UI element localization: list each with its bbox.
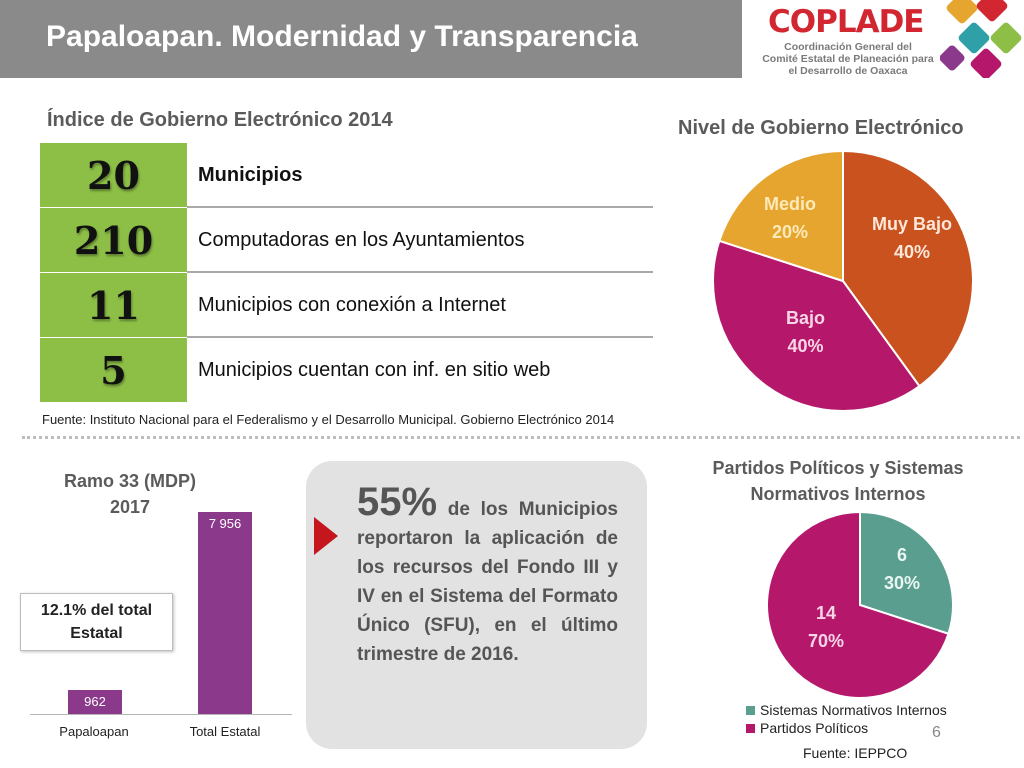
stat-computadoras-value: 210 <box>40 208 187 272</box>
pie-label-bajo-name: Bajo <box>786 308 826 328</box>
coplade-emblem-icon <box>940 0 1022 78</box>
logo-subtitle-line: Comité Estatal de Planeación para <box>762 53 934 65</box>
stat-sitioweb-value: 5 <box>40 338 187 402</box>
bar-axis-line <box>30 714 292 715</box>
pie-label-partidos-percent: 70% <box>807 631 845 651</box>
legend-label: Partidos Políticos <box>760 720 869 736</box>
partidos-title-line: Normativos Internos <box>750 484 926 504</box>
pie-label-partidos: 14 70% <box>796 599 856 655</box>
pie-label-medio-name: Medio <box>764 194 816 214</box>
pie-label-muy-bajo: Muy Bajo 40% <box>872 210 952 266</box>
stat-municipios-value: 20 <box>40 143 187 207</box>
bar-value-papaloapan: 962 <box>84 694 106 709</box>
pie-slice-bajo <box>712 239 921 412</box>
callout-body: de los Municipios reportaron la aplicaci… <box>357 499 618 665</box>
ramo33-share-note: 12.1% del total Estatal <box>20 593 173 651</box>
legend-item-sni: Sistemas Normativos Internos <box>746 702 947 718</box>
callout-box <box>306 461 647 749</box>
bar-papaloapan <box>68 690 122 714</box>
partidos-pie-chart <box>766 511 954 699</box>
ramo33-title: Ramo 33 (MDP) 2017 <box>30 468 230 520</box>
stat-internet-label: Municipios con conexión a Internet <box>198 293 506 316</box>
page-number: 6 <box>932 724 941 741</box>
partidos-source: Fuente: IEPPCO <box>803 745 908 761</box>
egov-source: Fuente: Instituto Nacional para el Feder… <box>42 412 615 427</box>
logo-subtitle: Coordinación General del Comité Estatal … <box>756 41 940 77</box>
stat-computadoras-label: Computadoras en los Ayuntamientos <box>198 228 525 251</box>
stat-sitioweb-label: Municipios cuentan con inf. en sitio web <box>198 358 551 381</box>
callout-arrow-icon <box>314 517 338 555</box>
section-divider <box>22 436 1020 439</box>
note-line: 12.1% del total <box>40 602 153 619</box>
row-divider <box>187 206 653 208</box>
pie-slice-partidos <box>766 511 950 699</box>
coplade-logo-text: COPLADE <box>768 4 924 40</box>
ramo33-title-line: Ramo 33 (MDP) <box>63 471 197 491</box>
partidos-title-line: Partidos Políticos y Sistemas <box>712 458 964 478</box>
pie-label-muy-bajo-value: 40% <box>893 242 931 262</box>
nivel-chart-title: Nivel de Gobierno Electrónico <box>678 117 964 139</box>
pie-label-sni: 6 30% <box>872 541 932 597</box>
callout-percent: 55% <box>357 480 438 524</box>
callout-text: 55% de los Municipios reportaron la apli… <box>357 482 618 669</box>
header-bar <box>0 0 742 78</box>
legend-swatch <box>746 723 755 733</box>
logo-subtitle-line: el Desarrollo de Oaxaca <box>788 65 908 77</box>
bar-category-total-estatal: Total Estatal <box>189 724 261 739</box>
pie-label-medio-value: 20% <box>771 222 809 242</box>
row-divider <box>187 271 653 273</box>
pie-label-bajo: Bajo 40% <box>786 304 825 360</box>
legend-item-partidos: Partidos Políticos <box>746 720 868 736</box>
partidos-title: Partidos Políticos y Sistemas Normativos… <box>678 455 998 507</box>
nivel-pie-chart <box>712 150 974 412</box>
bar-total-estatal <box>198 512 252 714</box>
stat-municipios-label: Municipios <box>198 163 303 186</box>
pie-slice-sni <box>859 511 954 635</box>
row-divider <box>187 336 653 338</box>
pie-label-sni-value: 6 <box>896 545 907 565</box>
logo-subtitle-line: Coordinación General del <box>784 41 912 53</box>
pie-label-medio: Medio 20% <box>764 190 816 246</box>
bar-category-papaloapan: Papaloapan <box>59 724 129 739</box>
ramo33-title-line: 2017 <box>109 497 151 517</box>
legend-swatch <box>746 705 755 715</box>
page-title: Papaloapan. Modernidad y Transparencia <box>46 20 638 53</box>
pie-label-sni-percent: 30% <box>883 573 921 593</box>
bar-value-total-estatal: 7 956 <box>208 516 242 531</box>
stat-internet-value: 11 <box>40 273 187 337</box>
pie-label-partidos-value: 14 <box>815 603 837 623</box>
egov-index-title: Índice de Gobierno Electrónico 2014 <box>47 109 393 131</box>
pie-label-muy-bajo-name: Muy Bajo <box>872 214 953 234</box>
pie-slice-medio <box>718 150 844 283</box>
pie-label-bajo-value: 40% <box>787 336 824 356</box>
note-line: Estatal <box>70 625 123 642</box>
pie-slice-muy-bajo <box>842 150 974 388</box>
legend-label: Sistemas Normativos Internos <box>760 702 947 718</box>
